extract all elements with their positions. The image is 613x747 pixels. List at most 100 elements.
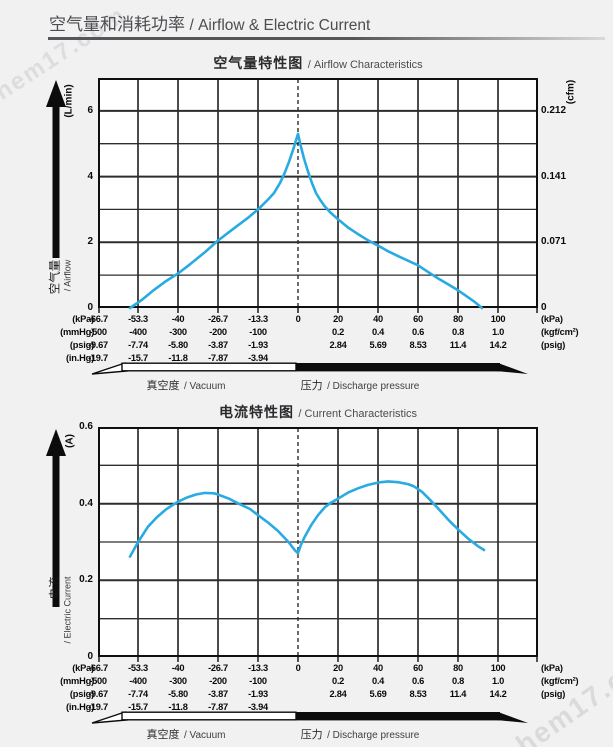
x-axis-tick-label: -5.80 <box>168 340 188 350</box>
x-axis-tick-label: -500 <box>89 676 107 686</box>
current-chart-section: 电流特性图 / Current Characteristics (A) 电流 /… <box>0 395 613 747</box>
pressure-arrowhead-icon <box>496 363 528 374</box>
pressure-bar-segment <box>296 712 500 721</box>
x-axis-tick-label: 11.4 <box>449 689 467 699</box>
x-axis-tick-label: 8.53 <box>409 689 427 699</box>
pressure-label-zh: 压力 <box>300 380 323 392</box>
y-axis-up-arrow-icon <box>46 429 66 607</box>
x-axis-tick-label: -100 <box>249 676 267 686</box>
gridlines <box>99 79 537 307</box>
x-axis-unit-left: (in.Hg) <box>65 702 94 712</box>
discharge-pressure-label: 压力 / Discharge pressure <box>250 376 470 394</box>
y-axis-name: 空气量 / Airflow <box>50 260 73 295</box>
x-axis-tick-label: -11.8 <box>168 702 188 712</box>
y-axis-right-tick-label: 0.071 <box>541 236 567 248</box>
x-axis-tick-label: -3.87 <box>208 689 228 699</box>
y-axis-tick-label: 0 <box>87 302 93 313</box>
x-axis-tick-label: 100 <box>490 663 506 673</box>
x-axis-tick-label: -500 <box>89 327 107 337</box>
x-axis-unit-right: (psig) <box>541 340 566 350</box>
header-divider <box>48 37 605 40</box>
x-axis-tick-label: 14.2 <box>489 340 507 350</box>
vacuum-label-zh: 真空度 <box>146 380 180 392</box>
x-axis-tick-label: 80 <box>453 663 463 673</box>
airflow-curve <box>128 132 484 310</box>
y-axis-tick-label: 6 <box>87 104 93 116</box>
x-axis-unit-left: (in.Hg) <box>65 353 94 363</box>
x-axis-tick-label: 60 <box>413 663 423 673</box>
y-axis-tick-label: 4 <box>87 170 93 182</box>
current-chart-title: 电流特性图 / Current Characteristics <box>98 402 538 422</box>
x-axis-tick-label: -3.94 <box>248 353 268 363</box>
x-axis-tick-label: -3.94 <box>248 702 268 712</box>
vacuum-label: 真空度 / Vacuum <box>86 725 286 743</box>
vacuum-bar-segment <box>121 711 297 721</box>
y-axis-tick-label: 0.4 <box>79 497 93 509</box>
x-axis-tick-label: -15.7 <box>128 702 148 712</box>
airflow-chart-section: 空气量特性图 / Airflow Characteristics (L/min)… <box>0 46 613 398</box>
x-axis-tick-label: -66.7 <box>88 663 108 673</box>
y-axis-name-zh: 空气量 <box>49 259 62 295</box>
x-tick-marks <box>98 308 538 313</box>
x-axis-tick-label: 20 <box>333 314 343 324</box>
page-title-en: / Airflow & Electric Current <box>189 17 371 34</box>
x-axis-tick-label: -3.87 <box>208 340 228 350</box>
x-axis-tick-label: -1.93 <box>248 340 268 350</box>
y-axis-up-arrow-icon <box>46 80 66 258</box>
x-axis-tick-label: 1.0 <box>491 327 505 337</box>
x-axis-tick-label: -7.87 <box>208 353 228 363</box>
x-axis-tick-label: 40 <box>373 314 383 324</box>
x-axis-tick-label: -26.7 <box>208 663 228 673</box>
x-axis-tick-label: -53.3 <box>128 314 148 324</box>
current-chart-title-en: / Current Characteristics <box>298 408 418 420</box>
vacuum-label-zh: 真空度 <box>146 729 180 741</box>
y-axis-right-tick-label: 0 <box>541 302 547 313</box>
x-axis-unit-right: (psig) <box>541 689 566 699</box>
x-axis-tick-label: 0 <box>295 314 301 324</box>
x-axis-tick-label: 5.69 <box>369 689 387 699</box>
y-axis-right-tick-label: 0.141 <box>541 170 567 182</box>
pressure-label-en: / Discharge pressure <box>327 381 420 392</box>
x-axis-tick-label: -40 <box>171 663 185 673</box>
x-axis-tick-label: -7.74 <box>128 340 148 350</box>
x-axis-tick-label: -15.7 <box>128 353 148 363</box>
gridlines <box>99 428 537 656</box>
x-axis-tick-label: -53.3 <box>128 663 148 673</box>
x-axis-unit-left: (mmHg) <box>60 327 94 337</box>
x-axis-tick-label: 0.6 <box>411 676 425 686</box>
x-axis-tick-label: 14.2 <box>489 689 507 699</box>
y-axis-name: 电流 / Electric Current <box>50 576 73 643</box>
x-axis-unit-right: (kPa) <box>541 314 563 324</box>
pressure-arrowhead-icon <box>496 712 528 723</box>
x-axis-unit-left: (psig) <box>69 340 94 350</box>
y-axis-name-en: / Airflow <box>62 259 73 292</box>
x-axis-tick-label: 11.4 <box>449 340 467 350</box>
pressure-bar-segment <box>296 363 500 372</box>
x-axis-unit-left: (kPa) <box>72 314 94 324</box>
pressure-range-bar <box>91 362 528 375</box>
y-axis-tick-label: 0.2 <box>79 574 93 586</box>
x-axis-tick-label: 0 <box>295 663 301 673</box>
x-axis-tick-label: -200 <box>209 676 227 686</box>
plot-border <box>98 427 538 657</box>
y-axis-right-tick-label: 0.212 <box>541 104 567 116</box>
x-axis-tick-label: 0.4 <box>371 327 385 337</box>
x-axis-tick-label: 0.4 <box>371 676 385 686</box>
electric-current-curve <box>128 480 486 558</box>
x-axis-tick-label: -13.3 <box>248 663 268 673</box>
y-axis-tick-label: 0 <box>87 651 93 662</box>
vacuum-label-en: / Vacuum <box>183 381 226 392</box>
x-axis-tick-label: 8.53 <box>409 340 427 350</box>
vacuum-bar-segment <box>121 362 297 372</box>
x-axis-tick-label: -13.3 <box>248 314 268 324</box>
page-title-zh: 空气量和消耗功率 <box>49 15 185 34</box>
x-axis-tick-label: -1.93 <box>248 689 268 699</box>
airflow-chart-title-zh: 空气量特性图 <box>213 55 304 71</box>
x-axis-tick-label: -400 <box>129 327 147 337</box>
x-axis-tick-label: -9.67 <box>88 689 108 699</box>
y-axis-right-unit: (cfm) <box>565 79 577 105</box>
x-axis-tick-label: -66.7 <box>88 314 108 324</box>
y-axis-tick-label: 0.6 <box>79 421 93 432</box>
x-axis-tick-label: -11.8 <box>168 353 188 363</box>
